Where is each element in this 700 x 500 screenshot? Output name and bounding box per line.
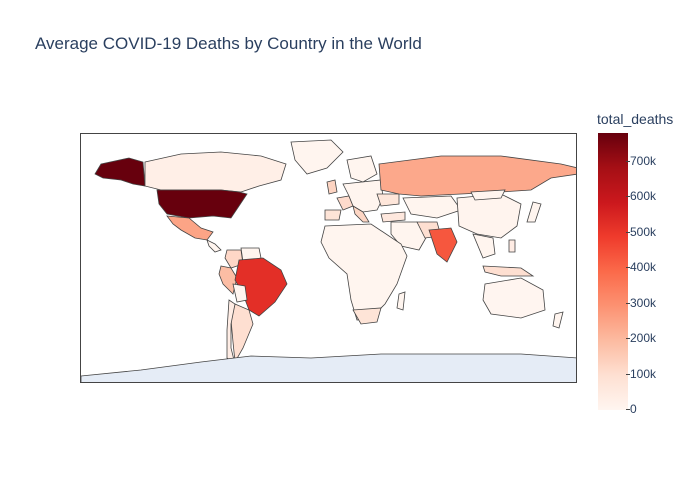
country-australia[interactable] xyxy=(482,277,546,319)
country-canada[interactable] xyxy=(144,151,287,193)
country-japan[interactable] xyxy=(526,201,542,223)
country-southeast-asia[interactable] xyxy=(472,233,496,259)
country-turkey[interactable] xyxy=(380,211,406,223)
country-madagascar[interactable] xyxy=(396,291,406,311)
country-central-america[interactable] xyxy=(206,239,222,253)
colorbar-tick-400k: 400k xyxy=(625,260,657,274)
country-russia[interactable] xyxy=(378,155,577,197)
country-uk[interactable] xyxy=(326,179,338,195)
country-africa[interactable] xyxy=(320,223,408,321)
colorbar-tick-500k: 500k xyxy=(625,225,657,239)
country-indonesia[interactable] xyxy=(482,265,535,277)
country-new-zealand[interactable] xyxy=(552,311,564,329)
country-china[interactable] xyxy=(456,193,522,239)
country-alaska[interactable] xyxy=(94,157,146,187)
chart-title: Average COVID-19 Deaths by Country in th… xyxy=(35,34,422,53)
country-spain[interactable] xyxy=(324,209,342,221)
country-chile[interactable] xyxy=(226,299,236,365)
country-scandinavia[interactable] xyxy=(346,155,378,183)
country-ukraine[interactable] xyxy=(376,193,400,207)
country-united-states[interactable] xyxy=(156,189,248,219)
world-map[interactable] xyxy=(80,133,577,383)
map-svg xyxy=(81,139,577,382)
colorbar-tick-0: 0 xyxy=(626,402,637,416)
country-mongolia[interactable] xyxy=(470,189,506,201)
colorbar-title: total_deaths xyxy=(597,111,674,127)
country-peru[interactable] xyxy=(218,265,238,295)
colorbar-tick-200k: 200k xyxy=(625,331,657,345)
country-italy[interactable] xyxy=(352,205,370,223)
colorbar-tick-300k: 300k xyxy=(625,296,657,310)
country-philippines[interactable] xyxy=(508,239,516,253)
colorbar xyxy=(598,133,628,410)
country-argentina[interactable] xyxy=(230,303,254,364)
colorbar-tick-700k: 700k xyxy=(625,154,657,168)
country-greenland[interactable] xyxy=(290,139,344,175)
country-central-asia[interactable] xyxy=(402,195,462,219)
colorbar-tick-100k: 100k xyxy=(625,367,657,381)
country-mexico[interactable] xyxy=(166,215,214,241)
country-south-africa[interactable] xyxy=(352,307,382,325)
country-bolivia[interactable] xyxy=(232,283,248,303)
country-antarctica xyxy=(81,353,576,382)
colorbar-tick-600k: 600k xyxy=(625,189,657,203)
country-india[interactable] xyxy=(428,227,458,263)
